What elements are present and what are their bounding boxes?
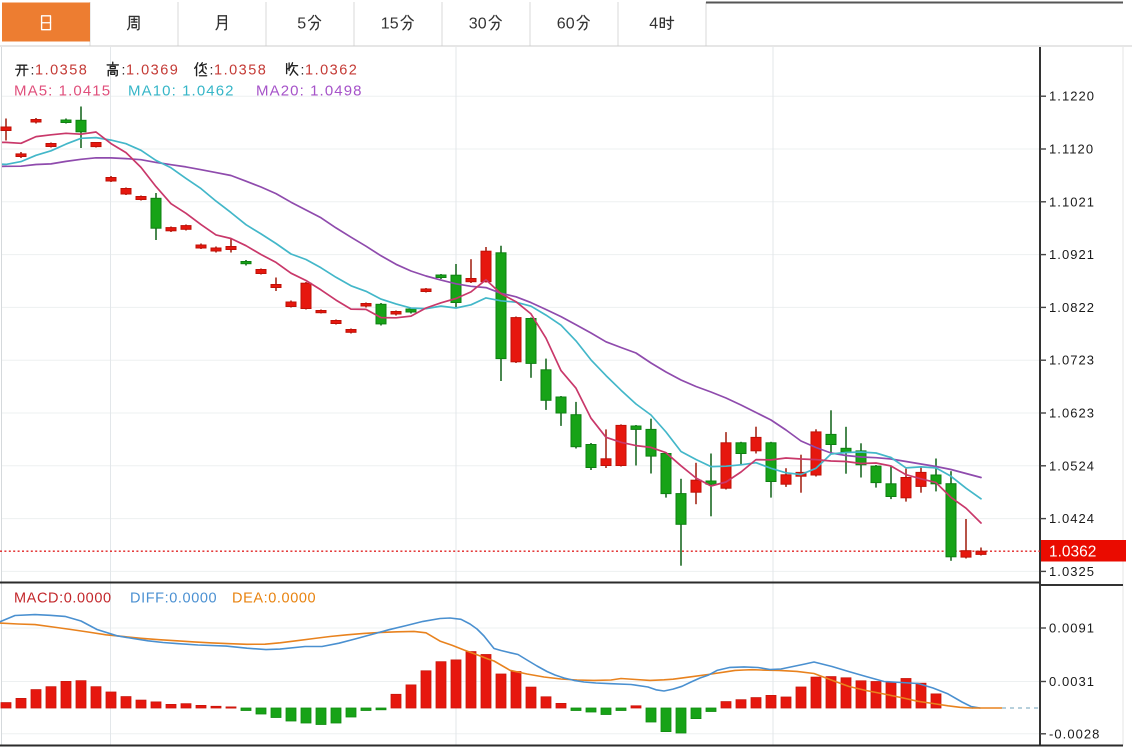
svg-text:0: 0	[566, 16, 575, 33]
svg-text:1.0623: 1.0623	[1049, 406, 1095, 421]
svg-text:5: 5	[390, 16, 399, 33]
svg-text:0.0091: 0.0091	[1049, 621, 1095, 636]
svg-text:MA20: 1.0498: MA20: 1.0498	[256, 83, 363, 100]
svg-text:1.1021: 1.1021	[1049, 194, 1095, 209]
svg-text::: :	[31, 62, 35, 78]
svg-text:0.0031: 0.0031	[1049, 674, 1095, 689]
svg-text::: :	[122, 62, 126, 78]
svg-text:MACD:0.0000: MACD:0.0000	[14, 591, 112, 607]
svg-text:MA10: 1.0462: MA10: 1.0462	[128, 83, 235, 100]
svg-text:5: 5	[297, 16, 306, 33]
svg-text:MA5: 1.0415: MA5: 1.0415	[14, 83, 111, 100]
svg-text:6: 6	[557, 16, 566, 33]
svg-text:1.0723: 1.0723	[1049, 353, 1095, 368]
svg-text:1.1120: 1.1120	[1049, 142, 1094, 157]
svg-text:-0.0028: -0.0028	[1049, 726, 1100, 741]
svg-text:1.0358: 1.0358	[35, 63, 88, 79]
svg-text:1.0524: 1.0524	[1049, 458, 1095, 473]
svg-text:1.0822: 1.0822	[1049, 300, 1095, 315]
svg-text:1.0358: 1.0358	[214, 63, 267, 79]
svg-text::: :	[301, 62, 305, 78]
svg-text:1.0362: 1.0362	[305, 63, 358, 79]
svg-text:1.0362: 1.0362	[1049, 544, 1096, 561]
svg-text:1.0369: 1.0369	[126, 63, 179, 79]
svg-text::: :	[210, 62, 214, 78]
svg-text:1: 1	[381, 16, 390, 33]
svg-text:4: 4	[649, 16, 658, 33]
svg-text:1.0921: 1.0921	[1049, 247, 1095, 262]
svg-text:DEA:0.0000: DEA:0.0000	[232, 591, 316, 607]
svg-text:3: 3	[469, 16, 478, 33]
svg-text:0: 0	[478, 16, 487, 33]
svg-text:1.0325: 1.0325	[1049, 564, 1095, 579]
svg-text:DIFF:0.0000: DIFF:0.0000	[130, 591, 217, 607]
svg-text:1.0424: 1.0424	[1049, 511, 1095, 526]
svg-text:1.1220: 1.1220	[1049, 89, 1095, 104]
